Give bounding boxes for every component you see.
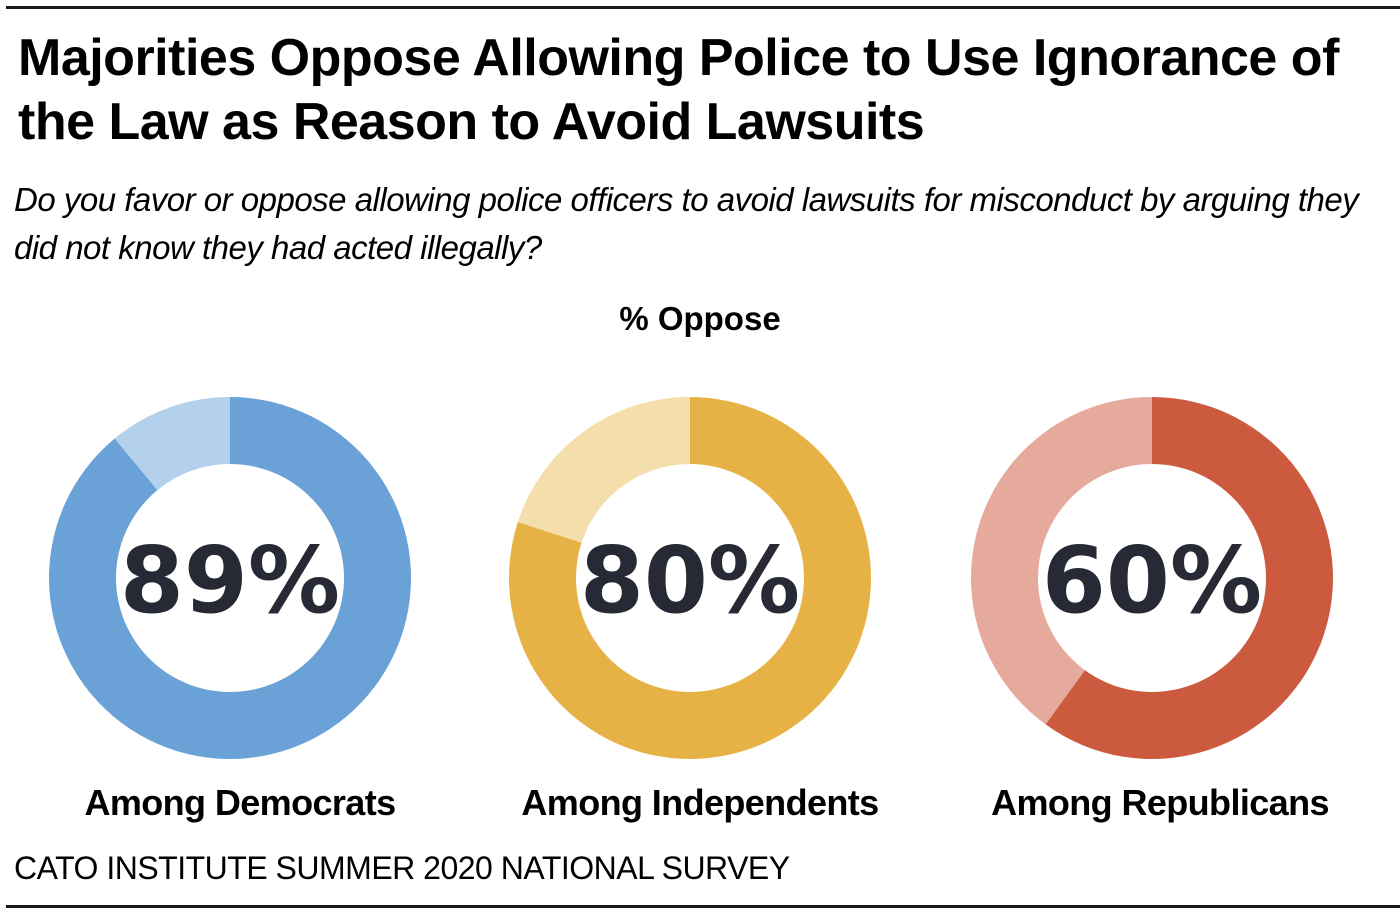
donut-remainder-republicans [971,397,1152,725]
donut-segment-independents [508,397,872,760]
source-note: CATO INSTITUTE SUMMER 2020 NATIONAL SURV… [14,850,790,886]
donut-value-label-republicans: 60% [1042,527,1262,634]
chart-subtitle: Do you favor or oppose allowing police o… [14,181,1359,266]
chart-title: Majorities Oppose Allowing Police to Use… [18,29,1339,151]
category-label-independents: Among Independents [521,782,879,823]
donut-remainder-independents [517,397,690,543]
donut-segment-democrats [48,397,412,760]
measure-label: % Oppose [619,300,781,337]
donut-value-label-independents: 80% [580,527,800,634]
bottom-rule [6,905,1400,908]
donut-independents: 80% [508,397,872,760]
donut-democrats: 89% [48,397,412,760]
top-rule [6,6,1400,9]
donut-republicans: 60% [971,397,1333,759]
category-label-democrats: Among Democrats [84,782,396,823]
donut-remainder-democrats [114,397,230,491]
donut-segment-republicans [1045,397,1333,759]
category-label-republicans: Among Republicans [991,782,1329,823]
donut-value-label-democrats: 89% [120,527,340,634]
